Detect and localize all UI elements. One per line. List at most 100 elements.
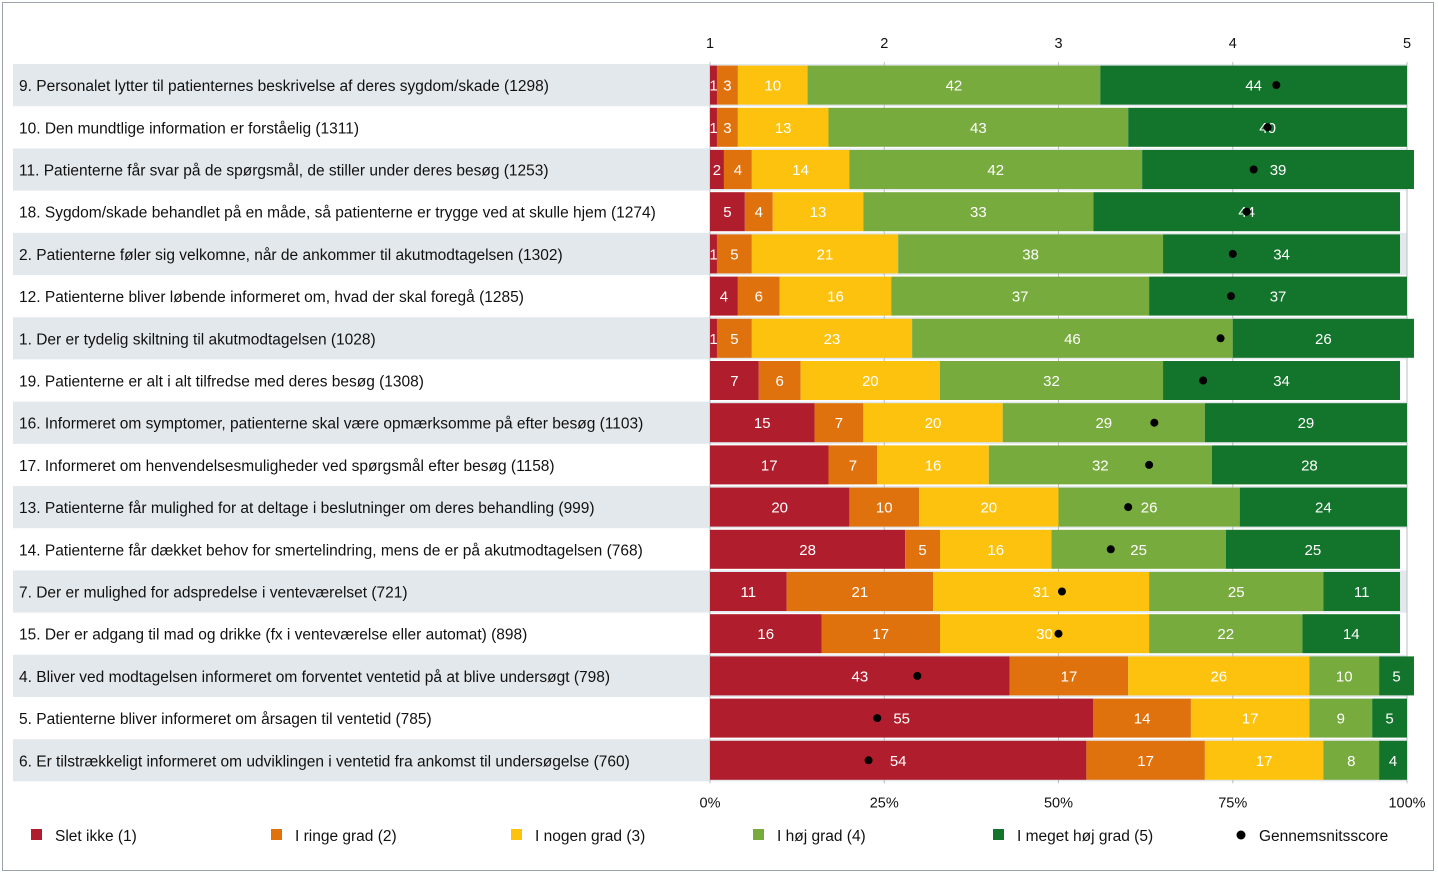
bar-segment (1204, 403, 1407, 443)
mean-marker (1145, 460, 1154, 469)
bar-segment (737, 65, 808, 105)
bar-value-label: 5 (1385, 711, 1393, 728)
bar-value-label: 5 (723, 204, 731, 221)
bar-value-label: 32 (1043, 373, 1060, 390)
bar-segment (1323, 572, 1401, 611)
bar-value-label: 1 (709, 78, 717, 95)
bar-segment (800, 361, 941, 400)
bar-value-label: 11 (1354, 584, 1370, 601)
bar-segment (1379, 656, 1414, 696)
bar-value-label: 13 (810, 204, 827, 221)
bars: 1310424413134340241442395413334415213834… (709, 65, 1414, 780)
bar-value-label: 39 (1270, 162, 1287, 179)
category-label: 2. Patienterne føler sig velkomne, når d… (19, 247, 563, 264)
bar-segment (814, 403, 864, 443)
bar-value-label: 5 (730, 331, 738, 348)
mean-marker (1228, 249, 1237, 258)
bar-segment (1309, 698, 1373, 738)
legend-label: Gennemsnitsscore (1259, 828, 1388, 845)
bar-segment (940, 529, 1052, 569)
bar-segment (1323, 740, 1380, 780)
bar-segment (849, 150, 1143, 189)
bar-segment (758, 361, 801, 400)
bar-value-label: 38 (1022, 246, 1039, 263)
bar-value-label: 16 (827, 289, 844, 306)
bar-segment (1086, 740, 1205, 780)
bar-segment (710, 276, 738, 316)
mean-marker (1057, 587, 1066, 596)
bar-value-label: 25 (1130, 542, 1147, 559)
legend-swatch (993, 829, 1004, 840)
bar-segment (710, 403, 815, 443)
bar-segment (1302, 614, 1401, 654)
bar-value-label: 17 (872, 626, 889, 643)
bar-segment (710, 445, 829, 485)
bar-value-label: 26 (1210, 668, 1227, 685)
bar-value-label: 14 (792, 162, 809, 179)
bar-value-label: 13 (775, 120, 792, 137)
mean-marker (1272, 81, 1281, 90)
bar-segment (1309, 656, 1380, 696)
bar-value-label: 16 (925, 457, 942, 474)
category-label: 16. Informeret om symptomer, patienterne… (19, 416, 643, 433)
bar-value-label: 37 (1012, 289, 1029, 306)
bottom-axis-tick-label: 25% (870, 795, 899, 811)
bar-segment (863, 192, 1094, 232)
mean-marker (873, 714, 882, 723)
bar-value-label: 5 (1392, 668, 1400, 685)
bar-segment (710, 487, 850, 527)
top-axis-tick-label: 1 (706, 36, 714, 52)
bar-segment (988, 445, 1212, 485)
bar-segment (710, 150, 724, 189)
bar-value-label: 9 (1337, 711, 1345, 728)
bar-value-label: 23 (824, 331, 841, 348)
mean-marker (1106, 545, 1115, 554)
bar-value-label: 42 (946, 78, 963, 95)
bar-value-label: 20 (980, 500, 997, 517)
bar-segment (1232, 318, 1414, 358)
bar-value-label: 14 (1343, 626, 1360, 643)
bar-value-label: 16 (757, 626, 774, 643)
bar-value-label: 25 (1305, 542, 1322, 559)
category-label: 5. Patienterne bliver informeret om årsa… (19, 711, 432, 728)
bar-segment (710, 656, 1010, 696)
bar-value-label: 28 (799, 542, 816, 559)
bar-value-label: 7 (835, 415, 843, 432)
bar-segment (710, 192, 745, 232)
bar-value-label: 55 (893, 711, 910, 728)
bar-value-label: 54 (890, 753, 907, 770)
bar-segment (751, 150, 850, 189)
bar-segment (779, 276, 892, 316)
bar-value-label: 1 (709, 331, 717, 348)
category-label: 13. Patienterne får mulighed for at delt… (19, 500, 595, 517)
bar-value-label: 1 (709, 246, 717, 263)
bar-value-label: 37 (1270, 289, 1287, 306)
bar-segment (710, 65, 717, 105)
bar-segment (828, 445, 878, 485)
bar-segment (807, 65, 1101, 105)
bar-segment (1142, 150, 1414, 189)
bar-segment (1058, 487, 1240, 527)
bar-value-label: 17 (1242, 711, 1259, 728)
bar-value-label: 3 (723, 78, 731, 95)
bar-segment (1204, 740, 1324, 780)
bar-value-label: 6 (755, 289, 763, 306)
bar-segment (710, 529, 906, 569)
bar-segment (772, 192, 864, 232)
legend-label: Slet ikke (1) (55, 828, 137, 845)
bar-segment (786, 572, 934, 611)
bar-value-label: 7 (730, 373, 738, 390)
mean-marker (864, 756, 873, 765)
category-label: 10. Den mundtlige information er forståe… (19, 120, 359, 137)
bar-segment (723, 150, 752, 189)
mean-marker (1199, 376, 1208, 385)
bar-segment (1190, 698, 1310, 738)
mean-marker (1242, 207, 1251, 216)
mean-marker (1263, 123, 1272, 132)
bar-value-label: 7 (849, 457, 857, 474)
bar-segment (716, 318, 752, 358)
bar-value-label: 26 (1315, 331, 1332, 348)
legend-swatch (753, 829, 764, 840)
bar-value-label: 10 (1336, 668, 1353, 685)
bar-value-label: 26 (1141, 500, 1158, 517)
